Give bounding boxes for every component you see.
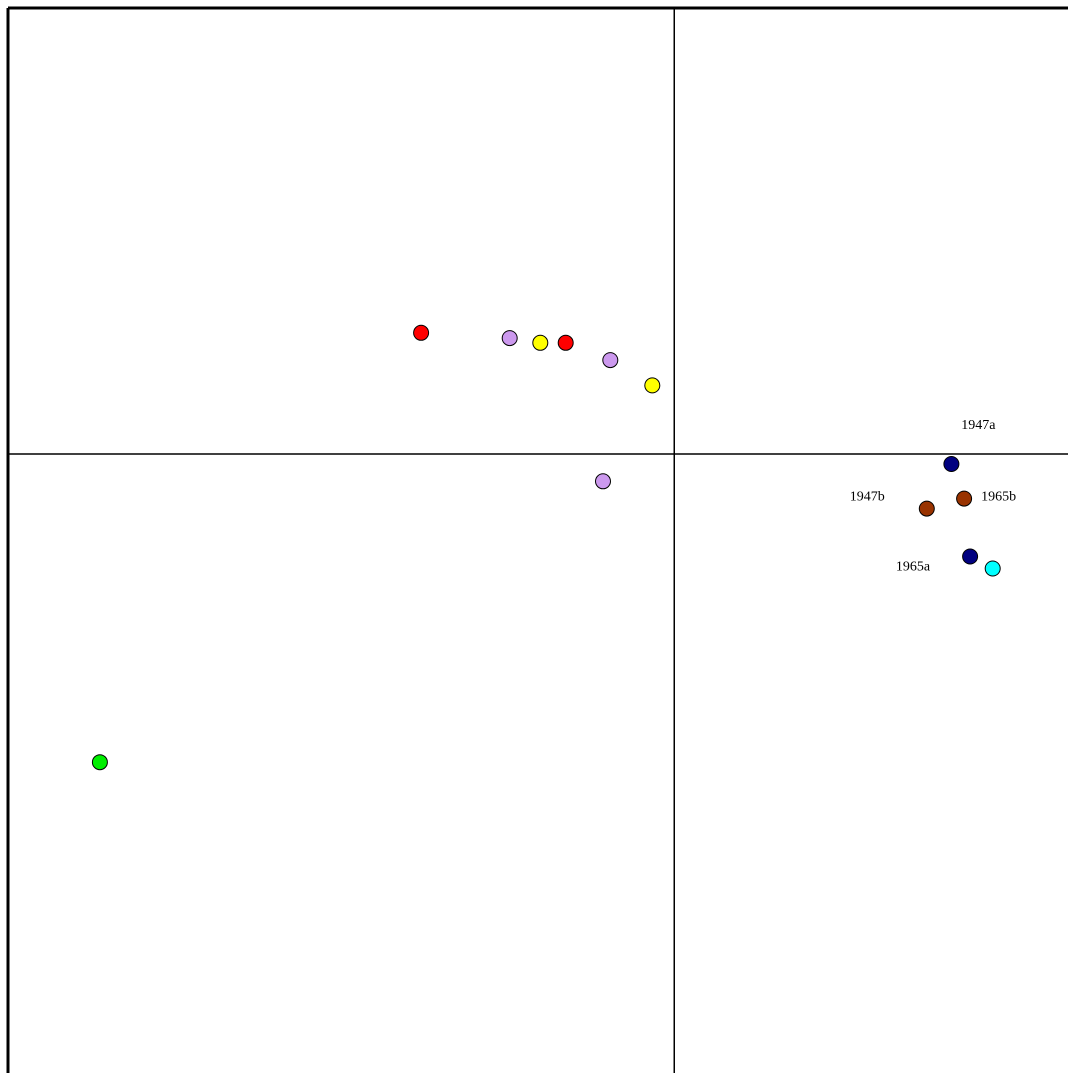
data-point-3 xyxy=(532,334,549,351)
point-label-1965b: 1965b xyxy=(981,490,1016,505)
data-point-10 xyxy=(918,500,935,517)
point-label-1947a: 1947a xyxy=(961,418,996,433)
data-point-5 xyxy=(602,352,619,369)
point-label-1947b: 1947b xyxy=(850,490,885,505)
data-point-11 xyxy=(956,490,973,507)
label-layer: 1947a 1947b 1965b 1965a xyxy=(850,418,1016,575)
point-label-1965a: 1965a xyxy=(896,560,931,575)
data-point-9 xyxy=(943,456,960,472)
data-point-1 xyxy=(413,324,430,341)
data-point-8 xyxy=(91,754,108,771)
data-point-12 xyxy=(962,548,979,565)
data-point-6 xyxy=(644,377,661,394)
data-point-7 xyxy=(595,473,611,490)
data-point-2 xyxy=(501,330,518,347)
data-point-13 xyxy=(984,560,1001,577)
point-layer xyxy=(91,324,1001,771)
data-point-4 xyxy=(557,334,574,351)
